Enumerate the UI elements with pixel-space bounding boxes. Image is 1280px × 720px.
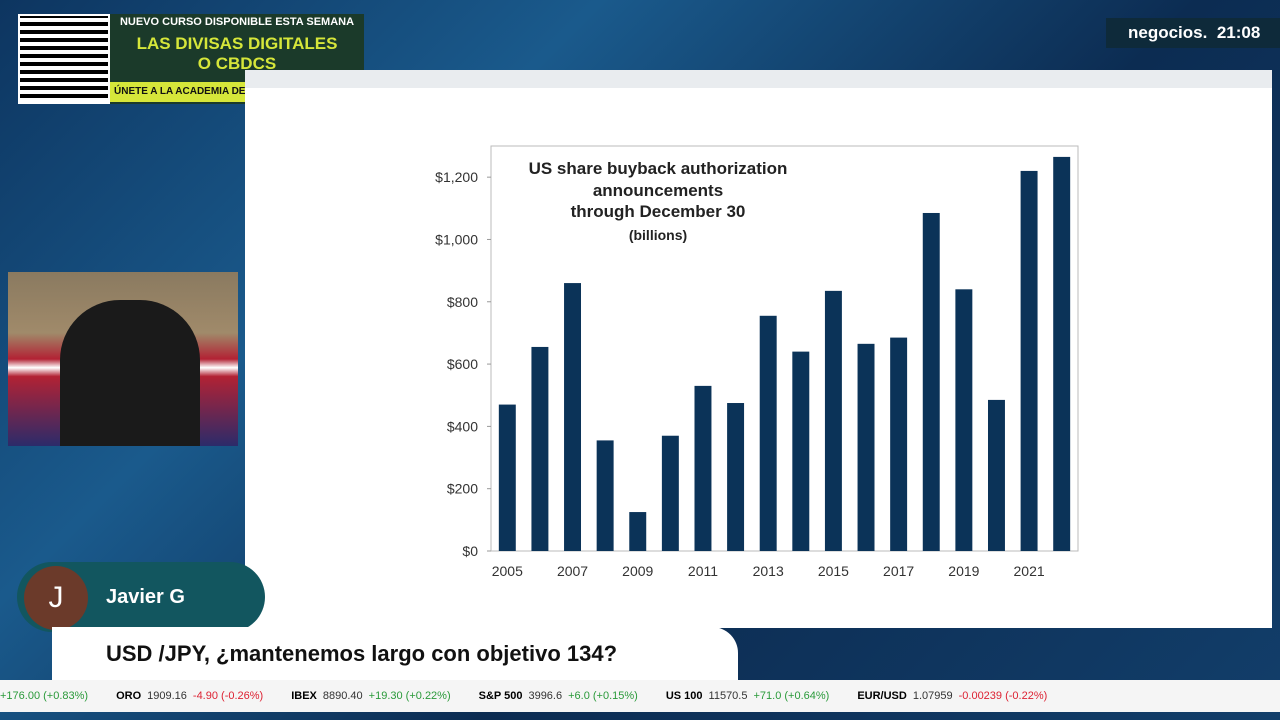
bar [857, 343, 875, 551]
ticker-name: EUR/USD [857, 690, 907, 702]
ticker-name: US 100 [665, 690, 703, 702]
ticker-change: +6.0 (+0.15%) [568, 690, 638, 702]
ticker-change: -0.00239 (-0.22%) [958, 690, 1048, 702]
bar [955, 289, 973, 551]
avatar: J [24, 566, 88, 630]
y-tick-label: $1,200 [435, 169, 478, 185]
ticker-change: +176.00 (+0.83%) [0, 690, 89, 702]
question-caption: USD /JPY, ¿mantenemos largo con objetivo… [52, 627, 738, 680]
ticker-price: 3996.6 [528, 690, 563, 702]
bar [564, 283, 582, 551]
x-tick-label: 2013 [753, 563, 784, 579]
bar [727, 403, 745, 551]
bar [498, 404, 516, 551]
bar [1053, 156, 1071, 551]
ticker-name: S&P 500 [478, 690, 523, 702]
bar [759, 315, 777, 551]
x-tick-label: 2007 [557, 563, 588, 579]
ticker-name: ORO [116, 690, 142, 702]
presenter [60, 300, 200, 446]
ticker-item: S&P 500 3996.6 +6.0 (+0.15%) [479, 690, 638, 702]
y-tick-label: $1,000 [435, 231, 478, 247]
ticker-change: +19.30 (+0.22%) [368, 690, 451, 702]
ticker-change: +71.0 (+0.64%) [753, 690, 830, 702]
chart-title: through December 30 [571, 202, 746, 221]
y-tick-label: $400 [447, 418, 478, 434]
bar [890, 337, 908, 551]
promo-line: NUEVO CURSO DISPONIBLE ESTA SEMANA [119, 16, 355, 28]
y-tick-label: $800 [447, 294, 478, 310]
brand-bug: negocios. 21:08 [1106, 18, 1280, 48]
chart-subtitle: (billions) [629, 227, 687, 243]
x-tick-label: 2021 [1014, 563, 1045, 579]
ticker-item: ORO 1909.16 -4.90 (-0.26%) [116, 690, 263, 702]
ticker-item: EUR/USD 1.07959 -0.00239 (-0.22%) [857, 690, 1047, 702]
ticker-price: 1.07959 [912, 690, 953, 702]
viewer-toolbar [245, 70, 1272, 90]
bar [629, 512, 647, 551]
ticker-price: 1909.16 [147, 690, 187, 702]
chart-title: US share buyback authorization [529, 159, 788, 178]
bar [922, 212, 940, 551]
ticker-item: IBEX 8890.40 +19.30 (+0.22%) [291, 690, 450, 702]
ticker-change: -4.90 (-0.26%) [192, 690, 264, 702]
x-tick-label: 2005 [492, 563, 523, 579]
y-tick-label: $600 [447, 356, 478, 372]
bar [596, 440, 614, 551]
y-tick-label: $200 [447, 481, 478, 497]
x-tick-label: 2015 [818, 563, 849, 579]
promo-line: LAS DIVISAS DIGITALES [136, 34, 338, 53]
bar [824, 290, 842, 551]
ticker-name: IBEX [291, 690, 317, 702]
ticker-price: 8890.40 [322, 690, 363, 702]
x-tick-label: 2017 [883, 563, 914, 579]
y-tick-label: $0 [462, 543, 478, 559]
bar [987, 399, 1005, 551]
bar [1020, 170, 1038, 551]
promo-line: O CBDCS [197, 54, 277, 73]
ticker: +176.00 (+0.83%) ORO 1909.16 -4.90 (-0.26%)… [0, 680, 1280, 712]
x-tick-label: 2019 [948, 563, 979, 579]
chart-title: announcements [593, 181, 723, 200]
bar [694, 385, 712, 551]
qr-code [18, 14, 110, 104]
guest-name: Javier G [106, 586, 185, 608]
clock: 21:08 [1216, 23, 1261, 42]
bar [661, 435, 679, 551]
brand-name: negocios. [1128, 23, 1208, 42]
ticker-price: 11570.5 [708, 690, 748, 702]
plot-area [490, 145, 1079, 552]
bar [792, 351, 810, 551]
ticker-item: +176.00 (+0.83%) [0, 690, 88, 702]
x-tick-label: 2009 [622, 563, 653, 579]
ticker-item: US 100 11570.5 +71.0 (+0.64%) [666, 690, 830, 702]
bar [531, 346, 549, 551]
x-tick-label: 2011 [688, 563, 718, 579]
promo-headline: LAS DIVISAS DIGITALES O CBDCS [112, 34, 362, 74]
